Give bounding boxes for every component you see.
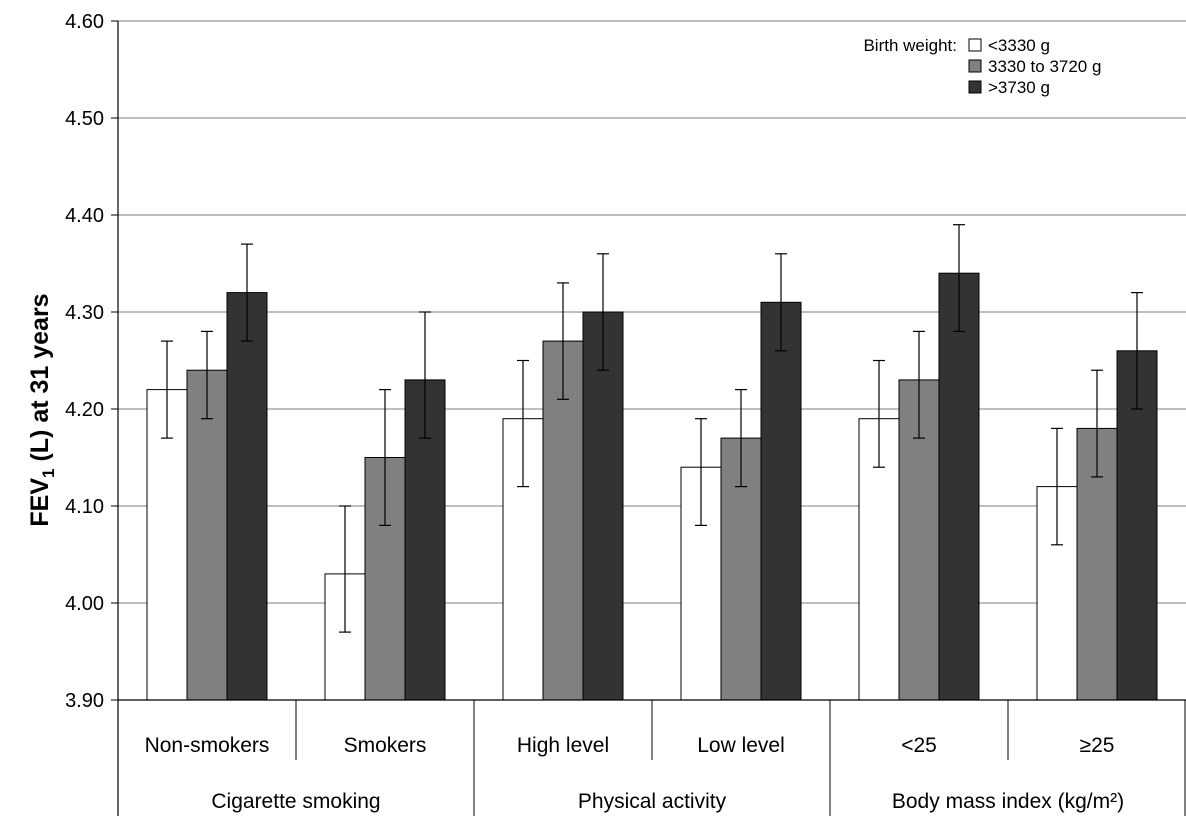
- y-tick-label: 4.10: [65, 496, 104, 518]
- x-category-labels: Non-smokers Smokers High level Low level <25…: [145, 734, 1125, 813]
- y-tick-label: 4.60: [65, 11, 104, 33]
- legend-entry: >3730 g: [988, 78, 1050, 97]
- error-bars: [161, 224, 1143, 633]
- axes: [111, 20, 1186, 816]
- gridlines: [118, 20, 1186, 604]
- legend-entry: <3330 g: [988, 36, 1050, 55]
- y-axis-label: FEV1 (L) at 31 years: [26, 293, 58, 526]
- bar: [938, 272, 980, 701]
- bar: [226, 292, 268, 701]
- y-axis-label-main: FEV: [26, 478, 54, 527]
- x-category-label: High level: [517, 734, 609, 757]
- legend-swatch: [968, 59, 982, 73]
- x-category-label: ≥25: [1080, 734, 1115, 757]
- legend-entry: 3330 to 3720 g: [988, 57, 1101, 76]
- legend-swatch: [968, 80, 982, 94]
- x-group-label: Body mass index (kg/m²): [892, 790, 1124, 813]
- x-category-label: Smokers: [344, 734, 427, 757]
- x-category-label: Non-smokers: [145, 734, 270, 757]
- bars: [146, 272, 1158, 701]
- y-axis-label-rest: (L) at 31 years: [26, 293, 54, 468]
- bar: [186, 369, 228, 701]
- y-tick-label: 4.00: [65, 593, 104, 615]
- x-group-label: Physical activity: [578, 790, 727, 813]
- x-category-label: <25: [901, 734, 937, 757]
- y-tick-label: 4.20: [65, 399, 104, 421]
- y-tick-label: 3.90: [65, 690, 104, 712]
- bar: [760, 301, 802, 701]
- y-axis-label-subscript: 1: [39, 469, 58, 478]
- x-category-label: Low level: [697, 734, 785, 757]
- bar: [582, 311, 624, 701]
- y-tick-label: 4.50: [65, 108, 104, 130]
- y-tick-label: 4.40: [65, 205, 104, 227]
- legend-swatch: [968, 38, 982, 52]
- y-tick-labels: 3.90 4.00 4.10 4.20 4.30 4.40 4.50 4.60: [65, 11, 104, 712]
- y-tick-label: 4.30: [65, 302, 104, 324]
- x-group-label: Cigarette smoking: [211, 790, 380, 813]
- legend: Birth weight: <3330 g 3330 to 3720 g >3730 …: [863, 36, 1101, 97]
- legend-title: Birth weight:: [863, 36, 957, 55]
